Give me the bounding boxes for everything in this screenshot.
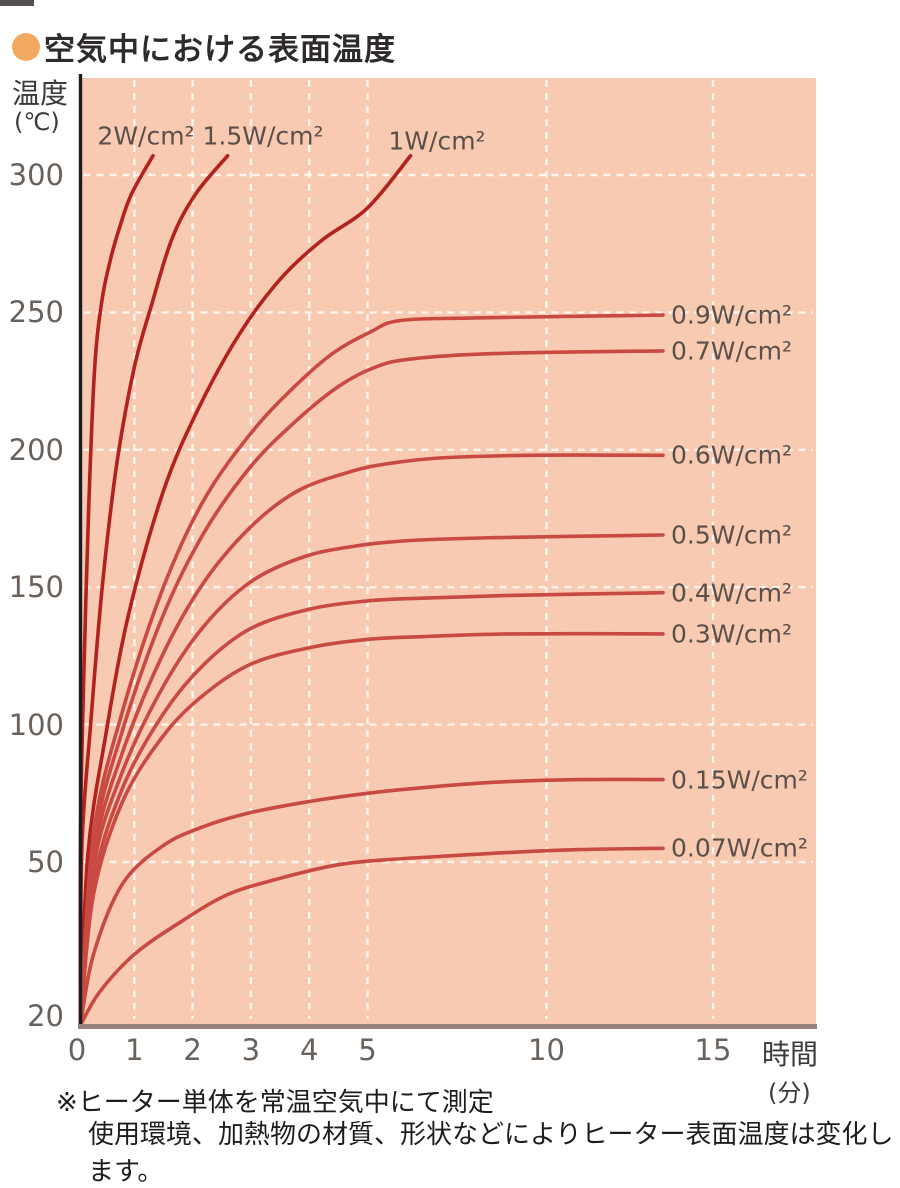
page-title: 空気中における表面温度	[44, 32, 396, 68]
curve-0.07W/cm²	[78, 846, 665, 1027]
curve-1W/cm²	[78, 154, 413, 1027]
y-tick-300: 300	[8, 158, 64, 192]
x-tick-0: 0	[67, 1033, 87, 1067]
x-tick-5: 5	[358, 1033, 377, 1067]
curve-label-0.5W/cm²: 0.5W/cm²	[671, 520, 793, 550]
curve-0.4W/cm²	[78, 590, 665, 1027]
curve-label-0.6W/cm²: 0.6W/cm²	[671, 440, 793, 470]
footer-note-1: ※ヒーター単体を常温空気中にて測定	[56, 1088, 494, 1118]
curve-0.7W/cm²	[78, 349, 665, 1027]
x-tick-15: 15	[694, 1033, 732, 1067]
curve-label-0.3W/cm²: 0.3W/cm²	[671, 619, 793, 649]
temperature-chart	[78, 74, 817, 1029]
curve-label-0.7W/cm²: 0.7W/cm²	[671, 336, 793, 366]
curve-0.15W/cm²	[78, 777, 665, 1027]
footer-note-2: 使用環境、加熱物の材質、形状などによりヒーター表面温度は変化します。	[88, 1120, 894, 1187]
bullet-icon	[12, 32, 40, 61]
curve-label-0.4W/cm²: 0.4W/cm²	[671, 578, 793, 608]
plot-area	[79, 78, 816, 1025]
x-axis-unit: (分)	[768, 1079, 811, 1107]
curve-label-1W/cm²: 1W/cm²	[388, 126, 486, 156]
curve-0.3W/cm²	[78, 631, 665, 1027]
curve-0.6W/cm²	[78, 453, 665, 1027]
x-axis-label: 時間	[762, 1038, 819, 1071]
y-tick-150: 150	[8, 570, 64, 605]
curve-label-2W/cm²: 2W/cm²	[97, 121, 195, 151]
y-tick-200: 200	[8, 432, 64, 467]
curve-0.9W/cm²	[78, 313, 665, 1027]
page-corner-fragment	[0, 0, 34, 6]
curve-label-1.5W/cm²: 1.5W/cm²	[202, 121, 324, 151]
x-tick-4: 4	[299, 1033, 319, 1067]
x-tick-10: 10	[528, 1033, 565, 1067]
y-axis-label: 温度	[12, 77, 69, 110]
y-tick-100: 100	[8, 707, 64, 742]
y-tick-50: 50	[27, 845, 64, 879]
x-tick-3: 3	[241, 1033, 261, 1067]
x-tick-2: 2	[183, 1033, 202, 1067]
chart-header: 空気中における表面温度	[12, 24, 396, 69]
curve-1.5W/cm²	[78, 154, 230, 1027]
y-tick-250: 250	[8, 295, 64, 330]
curve-label-0.15W/cm²: 0.15W/cm²	[671, 765, 808, 795]
curve-label-0.07W/cm²: 0.07W/cm²	[671, 833, 808, 863]
y-axis-unit: (℃)	[14, 108, 60, 136]
curve-label-0.9W/cm²: 0.9W/cm²	[671, 300, 793, 330]
y-tick-20: 20	[27, 999, 64, 1033]
x-tick-1: 1	[125, 1033, 144, 1067]
curve-0.5W/cm²	[78, 533, 665, 1027]
